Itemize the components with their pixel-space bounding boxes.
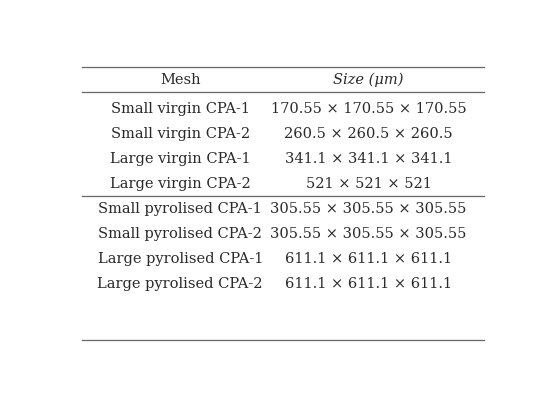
Text: Large pyrolised CPA-2: Large pyrolised CPA-2 xyxy=(98,276,263,291)
Text: Large pyrolised CPA-1: Large pyrolised CPA-1 xyxy=(98,251,263,266)
Text: Small virgin CPA-2: Small virgin CPA-2 xyxy=(110,126,250,141)
Text: Small pyrolised CPA-1: Small pyrolised CPA-1 xyxy=(98,202,262,215)
Text: Size (μm): Size (μm) xyxy=(333,72,404,87)
Text: 305.55 × 305.55 × 305.55: 305.55 × 305.55 × 305.55 xyxy=(270,202,466,215)
Text: Small pyrolised CPA-2: Small pyrolised CPA-2 xyxy=(98,227,262,240)
Text: 611.1 × 611.1 × 611.1: 611.1 × 611.1 × 611.1 xyxy=(285,276,452,291)
Text: Small virgin CPA-1: Small virgin CPA-1 xyxy=(111,101,250,116)
Text: Mesh: Mesh xyxy=(160,72,200,87)
Text: 521 × 521 × 521: 521 × 521 × 521 xyxy=(305,177,432,190)
Text: 611.1 × 611.1 × 611.1: 611.1 × 611.1 × 611.1 xyxy=(285,251,452,266)
Text: 170.55 × 170.55 × 170.55: 170.55 × 170.55 × 170.55 xyxy=(270,101,466,116)
Text: Large virgin CPA-2: Large virgin CPA-2 xyxy=(110,177,251,190)
Text: 341.1 × 341.1 × 341.1: 341.1 × 341.1 × 341.1 xyxy=(285,152,452,166)
Text: 305.55 × 305.55 × 305.55: 305.55 × 305.55 × 305.55 xyxy=(270,227,466,240)
Text: 260.5 × 260.5 × 260.5: 260.5 × 260.5 × 260.5 xyxy=(284,126,453,141)
Text: Large virgin CPA-1: Large virgin CPA-1 xyxy=(110,152,251,166)
